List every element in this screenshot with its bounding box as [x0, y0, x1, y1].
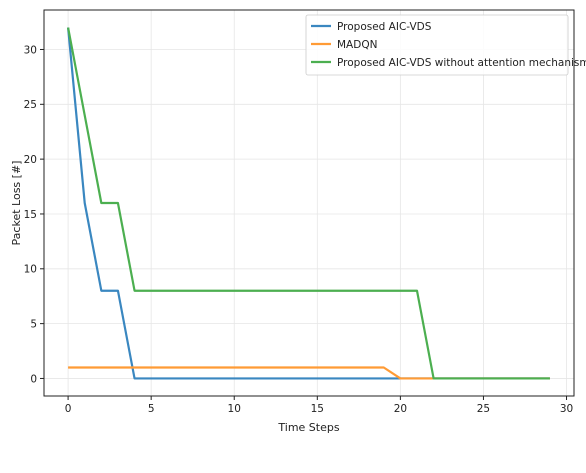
y-tick-label: 30 — [24, 44, 37, 56]
legend: Proposed AIC-VDS MADQN Proposed AIC-VDS wi… — [305, 14, 586, 76]
x-tick-label: 20 — [394, 403, 407, 415]
x-axis-ticks: 0 5 10 15 20 25 30 — [65, 396, 573, 415]
series-lines — [66, 27, 550, 380]
y-axis-label: Packet Loss [#] — [10, 161, 23, 246]
legend-box — [305, 14, 569, 76]
legend-entry-label: Proposed AIC-VDS without attention mecha… — [337, 57, 586, 69]
legend-entry-label: MADQN — [337, 39, 377, 51]
y-tick-label: 20 — [24, 154, 37, 166]
x-tick-label: 10 — [228, 403, 241, 415]
y-axis-ticks: 0 5 10 15 20 25 30 — [24, 44, 44, 385]
x-tick-label: 5 — [148, 403, 155, 415]
y-tick-label: 25 — [24, 99, 37, 111]
x-axis-label: Time Steps — [277, 421, 339, 434]
series-line-2 — [68, 366, 550, 380]
legend-entry-label: Proposed AIC-VDS — [337, 21, 432, 33]
x-tick-label: 0 — [65, 403, 72, 415]
series-line-3 — [67, 27, 550, 380]
x-tick-label: 30 — [560, 403, 573, 415]
y-tick-label: 10 — [24, 264, 37, 276]
plot-frame — [43, 9, 575, 397]
y-tick-label: 0 — [30, 373, 37, 385]
y-tick-label: 15 — [24, 209, 37, 221]
x-tick-label: 25 — [477, 403, 490, 415]
y-tick-label: 5 — [30, 318, 37, 330]
series-line-1 — [66, 27, 550, 380]
x-tick-label: 15 — [311, 403, 324, 415]
